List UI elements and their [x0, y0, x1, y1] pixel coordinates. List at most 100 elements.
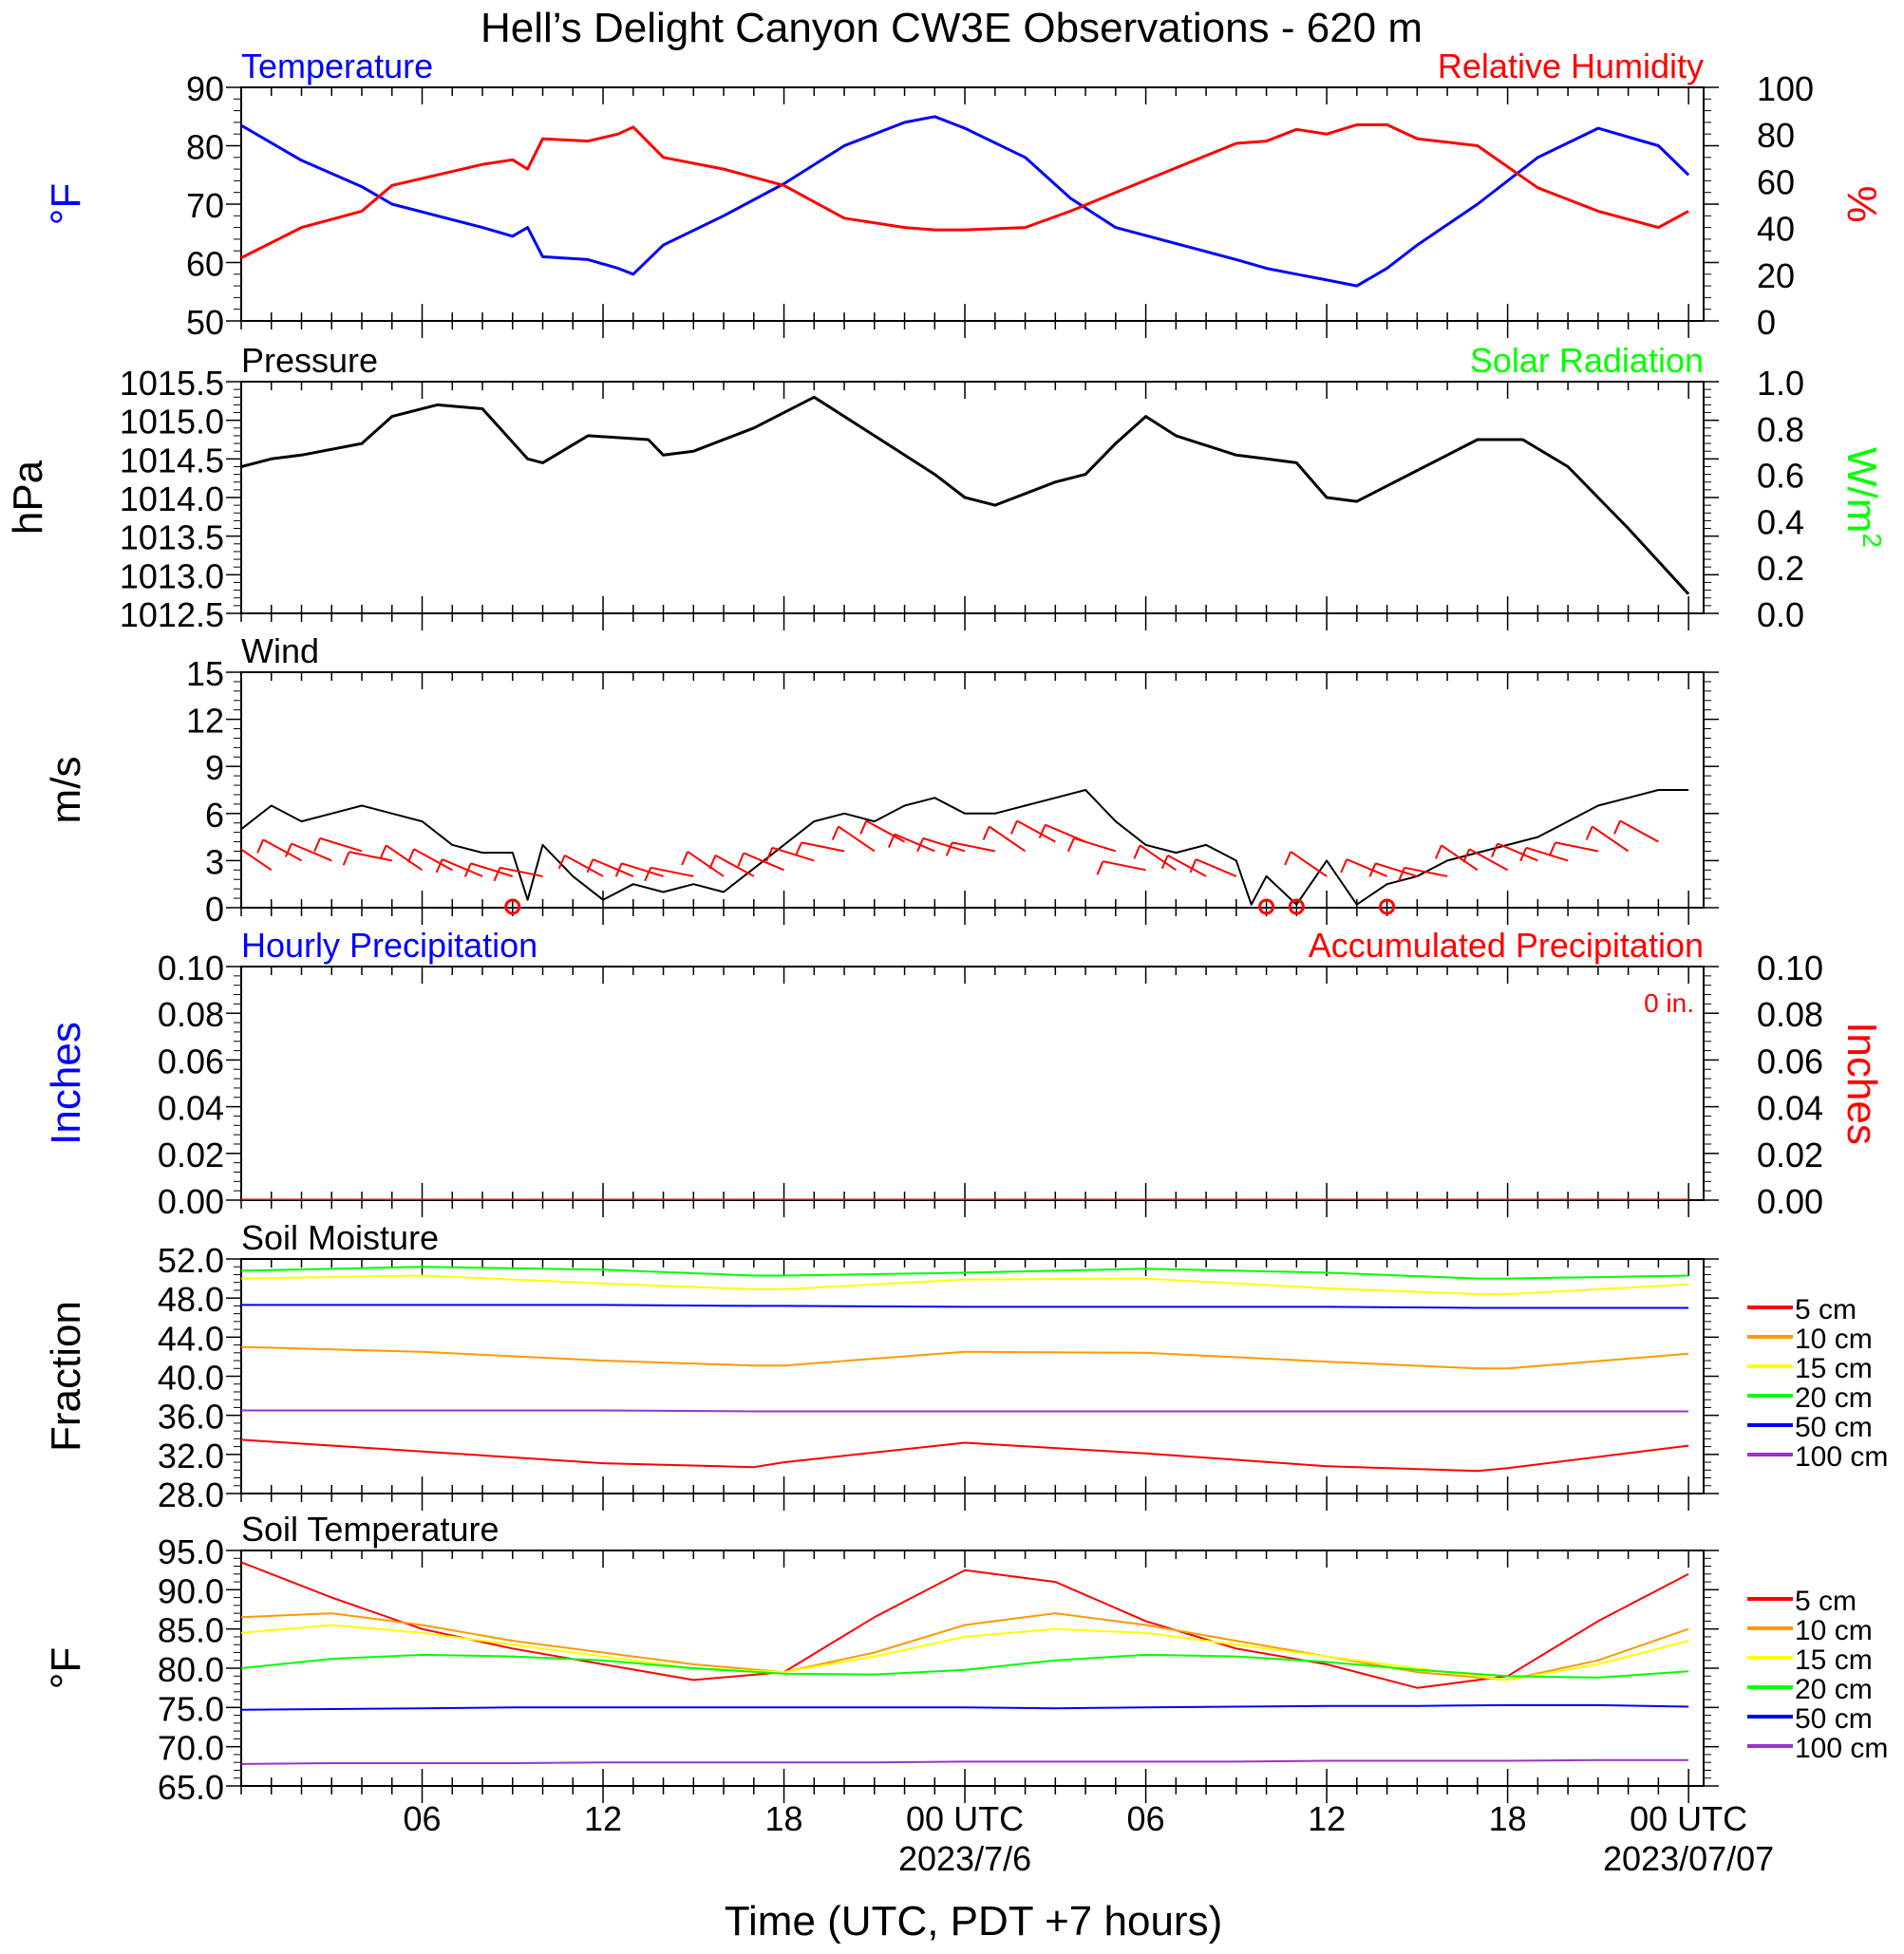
series-line-10-cm [241, 1612, 1689, 1682]
y-tick-label-right: 0.00 [1757, 1182, 1823, 1221]
y-axis-label-left: Inches [43, 1022, 89, 1145]
y-tick-label-left: 1013.5 [120, 518, 224, 557]
legend-label: 50 cm [1795, 1412, 1873, 1443]
y-tick-label-left: 1013.0 [120, 556, 224, 595]
y-tick-label-left: 36.0 [158, 1398, 224, 1437]
y-tick-label-left: 75.0 [158, 1689, 224, 1728]
series-line-5-cm [241, 1561, 1689, 1689]
calm-wind-marker [1288, 898, 1305, 915]
y-tick-label-right: 0.2 [1757, 549, 1804, 588]
y-tick-label-left: 50 [186, 303, 224, 342]
y-tick-label-left: 3 [205, 842, 224, 881]
y-tick-label-left: 1015.5 [120, 364, 224, 403]
y-tick-label-right: 0.8 [1757, 410, 1804, 449]
wind-barb [982, 825, 1027, 853]
wind-barb [435, 858, 483, 877]
wind-barb [795, 841, 845, 856]
wind-barb [1519, 846, 1569, 862]
y-tick-label-left: 1014.5 [120, 441, 224, 479]
panel-wind: 15 12 9 6 3 0 Wind m/s [43, 631, 1719, 929]
legend-label: 10 cm [1795, 1615, 1873, 1646]
y-tick-label-left: 12 [186, 702, 224, 741]
y-tick-label-left: 6 [205, 796, 224, 835]
wind-barb [1133, 844, 1177, 872]
plot-frame [240, 671, 1705, 909]
wind-barb [737, 852, 784, 872]
wind-barb [681, 851, 725, 877]
legend-label: 15 cm [1795, 1353, 1873, 1384]
y-tick-label-left: 85.0 [158, 1611, 224, 1650]
wind-barb [831, 825, 876, 853]
wind-barb [1368, 862, 1418, 877]
y-axis-label-right: % [1838, 185, 1885, 222]
x-date-label: 2023/7/6 [898, 1839, 1031, 1878]
wind-barb [379, 844, 424, 872]
y-tick-label-right: 0.02 [1757, 1136, 1823, 1174]
calm-wind-marker [504, 898, 521, 915]
y-axis-label-right: Inches [1838, 1022, 1885, 1145]
legend-label: 5 cm [1795, 1586, 1857, 1617]
y-axis-label-left: hPa [5, 460, 51, 535]
y-tick-label-right: 0.6 [1757, 457, 1804, 496]
y-tick-label-left: 0.00 [158, 1182, 224, 1221]
panel-soil_temperature: 95.090.085.080.075.070.065.0 Soil Tempera… [43, 1510, 1888, 1807]
x-tick-label: 18 [1489, 1799, 1527, 1838]
y-tick-label-right: 100 [1757, 69, 1814, 108]
y-tick-label-left: 1015.0 [120, 403, 224, 442]
wind-barb [1585, 825, 1630, 853]
series-line-50-cm [241, 1304, 1689, 1309]
panel-pressure_solar: 1015.51015.01014.51014.01013.51013.01012… [5, 341, 1887, 634]
wind-barb [313, 836, 363, 853]
wind-barb [241, 848, 273, 872]
y-tick-label-left: 1014.0 [120, 479, 224, 518]
panel-title-left: Hourly Precipitation [241, 926, 537, 965]
legend-label: 100 cm [1795, 1441, 1888, 1473]
calm-wind-marker [1379, 898, 1396, 915]
calm-wind-marker [1258, 898, 1275, 915]
y-tick-label-right: 0.06 [1757, 1042, 1823, 1080]
wind-barb [708, 855, 755, 877]
y-tick-label-left: 0.04 [158, 1089, 224, 1128]
legend-label: 100 cm [1795, 1733, 1888, 1764]
y-tick-label-left: 80 [186, 128, 224, 167]
y-tick-label-right: 0.04 [1757, 1089, 1823, 1128]
wind-barb [1340, 858, 1387, 877]
series-line-relative-humidity [241, 122, 1689, 259]
panel-title-left: Soil Temperature [241, 1510, 499, 1549]
y-tick-label-left: 60 [186, 245, 224, 284]
x-axis-label: Time (UTC, PDT +7 hours) [725, 1898, 1222, 1945]
y-tick-label-right: 60 [1757, 162, 1795, 201]
series-line-15-cm [241, 1274, 1689, 1295]
y-tick-label-left: 70.0 [158, 1729, 224, 1768]
y-tick-label-left: 0.08 [158, 995, 224, 1034]
y-tick-label-right: 0 [1757, 303, 1776, 342]
wind-barb [256, 838, 302, 862]
series-line-20-cm [241, 1266, 1689, 1280]
y-axis-label-left: m/s [43, 757, 89, 824]
panel-title-left: Wind [241, 631, 319, 670]
wind-barb [1284, 851, 1328, 877]
x-tick-label: 00 UTC [906, 1799, 1024, 1838]
wind-barb [586, 858, 634, 877]
y-tick-label-left: 65.0 [158, 1768, 224, 1807]
x-tick-label: 12 [584, 1799, 622, 1838]
x-tick-label: 18 [765, 1799, 803, 1838]
series-group [241, 1561, 1689, 1765]
y-tick-label-right: 0.10 [1757, 949, 1823, 987]
y-tick-label-right: 0.08 [1757, 995, 1823, 1034]
panel-title-left: Temperature [241, 47, 433, 85]
y-tick-label-left: 1012.5 [120, 595, 224, 634]
series-line-100-cm [241, 1758, 1689, 1765]
y-axis-label-right: W/m2 [1838, 447, 1887, 548]
wind-barb [406, 848, 453, 872]
panel-title-right: Solar Radiation [1470, 341, 1704, 380]
series-group [241, 395, 1690, 595]
series-line-100-cm [241, 1409, 1689, 1413]
wind-barb [1189, 858, 1237, 877]
x-date-label: 2023/07/07 [1603, 1839, 1774, 1878]
panel-soil_moisture: 52.048.044.040.036.032.028.0 Soil Moistur… [43, 1218, 1888, 1514]
wind-barb [1398, 866, 1448, 882]
